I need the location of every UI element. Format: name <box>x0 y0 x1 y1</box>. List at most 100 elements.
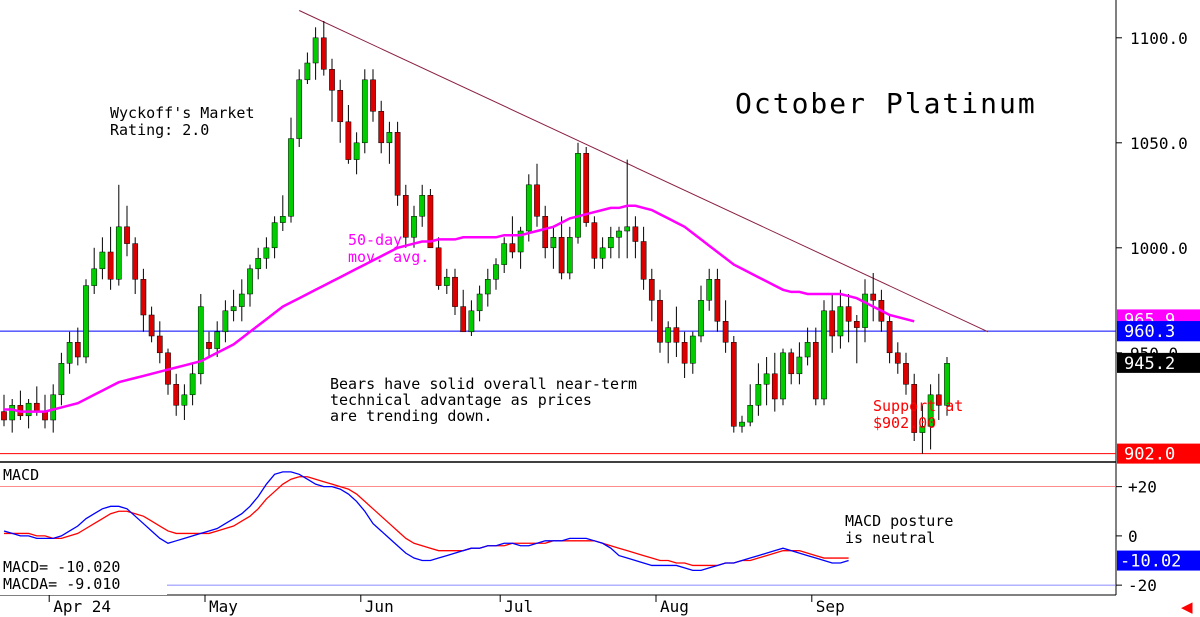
candle-body <box>91 268 98 286</box>
candle-body <box>681 342 688 364</box>
candle-body <box>575 153 581 238</box>
candle-body <box>689 335 696 364</box>
candle-body <box>99 251 106 270</box>
candle-body <box>517 230 524 253</box>
candle-body <box>156 335 163 354</box>
ma-annotation: 50-day mov. avg. <box>348 231 429 266</box>
candle-body <box>706 279 713 301</box>
candle-body <box>427 195 434 249</box>
macd-y-ticks: +20 0 -20 <box>1116 478 1157 595</box>
candle-body <box>132 243 139 280</box>
price-tag-box <box>1117 443 1200 464</box>
candle-body <box>525 184 532 232</box>
candle-body <box>288 138 294 217</box>
candle-body <box>304 62 311 81</box>
candle-body <box>640 241 647 280</box>
candle-body <box>829 310 836 337</box>
candle-body <box>484 279 491 295</box>
price-tag-label: 945.2 <box>1124 354 1175 374</box>
candle-body <box>329 69 335 91</box>
candle-body <box>763 373 770 385</box>
candle-body <box>911 384 918 433</box>
candle-body <box>296 79 303 139</box>
candle-body <box>903 363 909 385</box>
candle-body <box>386 132 393 144</box>
candle-body <box>714 279 721 322</box>
candle-body <box>534 184 540 217</box>
candle-body <box>812 342 819 400</box>
candle-body <box>263 247 270 259</box>
candlesticks <box>1 21 950 454</box>
macd-panel-title: MACD <box>3 466 39 484</box>
candle-body <box>616 230 622 238</box>
candle-body <box>255 258 262 270</box>
candle-body <box>394 132 401 196</box>
macd-line <box>3 471 849 572</box>
candle-body <box>747 405 754 423</box>
candle-body <box>320 37 327 70</box>
candle-body <box>870 293 877 301</box>
candle-body <box>624 226 631 232</box>
candle-body <box>337 90 344 123</box>
candle-body <box>435 247 442 286</box>
candle-body <box>25 402 32 417</box>
support-annotation: Support at $902.00 <box>873 397 972 432</box>
candle-body <box>771 373 778 400</box>
candle-body <box>657 300 663 343</box>
candle-body <box>42 411 48 421</box>
candle-body <box>50 394 57 421</box>
candle-body <box>583 153 590 223</box>
candle-body <box>206 342 212 349</box>
x-tick-label: Aug <box>660 597 689 616</box>
candle-body <box>214 331 221 349</box>
candle-body <box>542 216 549 249</box>
candle-body <box>493 264 499 280</box>
candle-body <box>566 237 573 274</box>
candle-body <box>804 342 811 358</box>
candle-body <box>181 394 188 406</box>
candle-body <box>402 195 409 238</box>
candle-body <box>739 421 745 427</box>
candle-body <box>935 394 942 406</box>
candle-body <box>837 306 844 337</box>
candle-body <box>944 363 950 406</box>
bears-annotation: Bears have solid overall near-term techn… <box>330 375 646 425</box>
candle-body <box>238 293 245 307</box>
candle-body <box>9 405 16 421</box>
candle-body <box>599 247 606 259</box>
candle-body <box>780 352 786 400</box>
candle-body <box>370 79 376 112</box>
candle-body <box>66 342 73 364</box>
macda-readout: MACDA= -9.010 <box>3 575 120 593</box>
candle-body <box>886 321 893 354</box>
ma-50-day-line <box>4 204 915 413</box>
candle-body <box>853 321 860 328</box>
macd-readout: MACD= -10.020 <box>3 558 120 576</box>
candle-body <box>632 226 639 242</box>
candle-body <box>607 237 614 249</box>
candle-body <box>312 37 319 64</box>
x-tick-label: Jul <box>504 597 533 616</box>
candle-body <box>698 300 704 337</box>
candle-body <box>271 222 278 249</box>
macd-posture-annotation: MACD posture is neutral <box>845 512 962 547</box>
candle-body <box>230 306 237 312</box>
candle-body <box>755 384 762 406</box>
candle-body <box>124 226 130 244</box>
candle-body <box>862 293 868 328</box>
candle-body <box>452 276 458 307</box>
candle-body <box>550 237 557 249</box>
candle-body <box>197 306 204 375</box>
candle-body <box>665 327 672 343</box>
macd-y-tick-label: 0 <box>1128 527 1138 546</box>
macd-value-tag: -10.02 <box>1117 550 1200 572</box>
scroll-left-arrow-icon[interactable]: ◀ <box>1181 598 1193 616</box>
candle-body <box>648 279 655 301</box>
candle-body <box>1 411 7 421</box>
candle-body <box>443 276 450 286</box>
x-tick-label: Sep <box>816 597 845 616</box>
candle-body <box>74 342 81 358</box>
price-y-tick-label: 1050.0 <box>1130 134 1188 153</box>
